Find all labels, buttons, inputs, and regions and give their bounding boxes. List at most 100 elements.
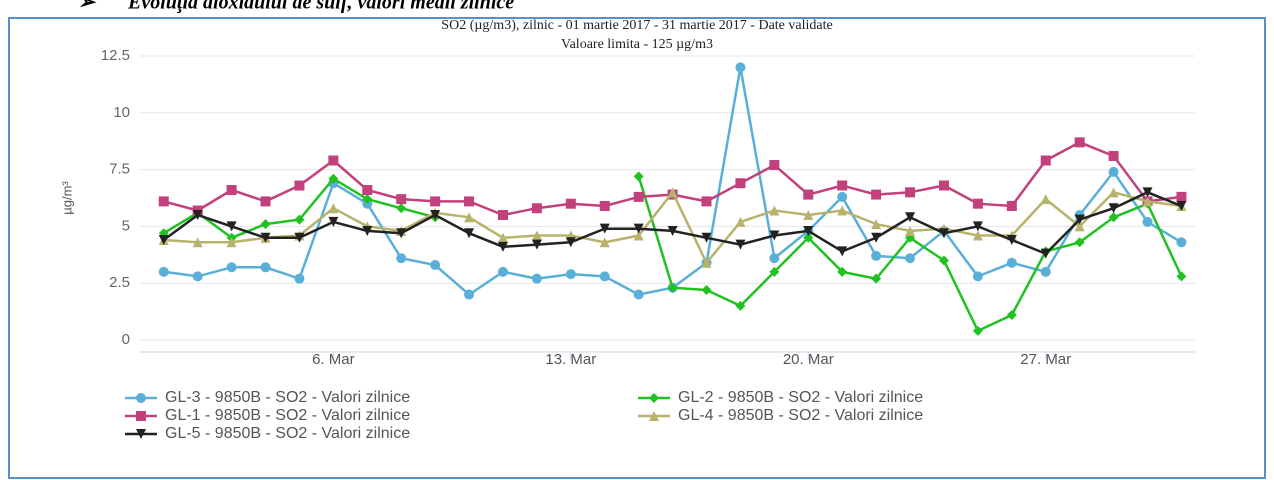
marker (192, 271, 203, 282)
marker (837, 266, 848, 277)
marker (871, 273, 882, 284)
marker (633, 230, 644, 241)
marker (294, 180, 305, 191)
marker (735, 239, 746, 250)
marker (531, 239, 542, 250)
marker (464, 212, 475, 223)
marker (1006, 257, 1017, 268)
chart-subtitle: Valoare limita - 125 µg/m3 (561, 37, 713, 52)
marker (701, 232, 712, 243)
y-tick-label: 5 (122, 217, 130, 234)
marker (701, 196, 712, 207)
marker (938, 228, 949, 239)
marker (938, 180, 949, 191)
marker (837, 191, 848, 202)
marker (633, 223, 644, 234)
marker (1142, 187, 1153, 198)
marker (294, 273, 305, 284)
marker (396, 253, 407, 264)
marker (430, 260, 441, 271)
marker (328, 155, 339, 166)
marker (1108, 187, 1119, 198)
marker (362, 185, 373, 196)
marker (497, 241, 508, 252)
y-tick-label: 10 (113, 104, 130, 121)
marker (362, 225, 373, 236)
marker (837, 246, 848, 257)
marker (1108, 212, 1119, 223)
marker (633, 289, 644, 300)
y-tick-label: 7.5 (109, 161, 130, 178)
marker (1040, 248, 1051, 259)
marker (905, 253, 916, 264)
marker (1142, 196, 1153, 207)
marker (497, 210, 508, 221)
legend-label: GL-1 - 9850B - SO2 - Valori zilnice (165, 407, 410, 424)
heading: Evoluţia dioxidului de sulf, valori medi… (127, 0, 514, 14)
marker (972, 271, 983, 282)
marker (531, 230, 542, 241)
marker (938, 255, 949, 266)
marker (497, 266, 508, 277)
chart-title: SO2 (µg/m3), zilnic - 01 martie 2017 - 3… (441, 18, 832, 33)
marker (667, 282, 678, 293)
marker (667, 187, 678, 198)
marker (649, 393, 659, 403)
marker (701, 285, 712, 296)
y-tick-label: 12.5 (101, 47, 130, 64)
marker (1176, 237, 1187, 248)
marker (260, 232, 271, 243)
marker (701, 257, 712, 268)
marker (769, 205, 780, 216)
marker (972, 198, 983, 209)
x-tick-label: 27. Mar (1020, 351, 1071, 368)
marker (803, 210, 814, 221)
marker (136, 429, 146, 439)
marker (837, 205, 848, 216)
marker (464, 228, 475, 239)
y-axis-label: µg/m³ (59, 181, 74, 215)
marker (1040, 155, 1051, 166)
marker (599, 271, 610, 282)
marker (599, 237, 610, 248)
marker (837, 180, 848, 191)
marker (769, 160, 780, 171)
marker (136, 411, 146, 421)
marker (905, 225, 916, 236)
marker (362, 194, 373, 205)
marker (158, 196, 169, 207)
marker (871, 250, 882, 261)
marker (972, 325, 983, 336)
marker (136, 393, 146, 403)
marker (430, 210, 441, 221)
marker (294, 214, 305, 225)
marker (735, 62, 746, 73)
marker (328, 216, 339, 227)
marker (803, 232, 814, 243)
marker (1006, 235, 1017, 246)
marker (565, 198, 576, 209)
marker (464, 289, 475, 300)
marker (1142, 216, 1153, 227)
legend-label: GL-4 - 9850B - SO2 - Valori zilnice (678, 407, 923, 424)
marker (905, 212, 916, 223)
marker (871, 189, 882, 200)
x-tick-label: 13. Mar (545, 351, 596, 368)
marker (735, 300, 746, 311)
marker (396, 194, 407, 205)
marker (565, 237, 576, 248)
marker (769, 253, 780, 264)
marker (565, 269, 576, 280)
marker (531, 203, 542, 214)
marker (226, 221, 237, 232)
marker (769, 230, 780, 241)
marker (497, 232, 508, 243)
marker (158, 266, 169, 277)
marker (260, 196, 271, 207)
marker (599, 200, 610, 211)
marker (905, 187, 916, 198)
marker (1176, 200, 1187, 211)
y-tick-label: 0 (122, 331, 130, 348)
marker (260, 262, 271, 273)
